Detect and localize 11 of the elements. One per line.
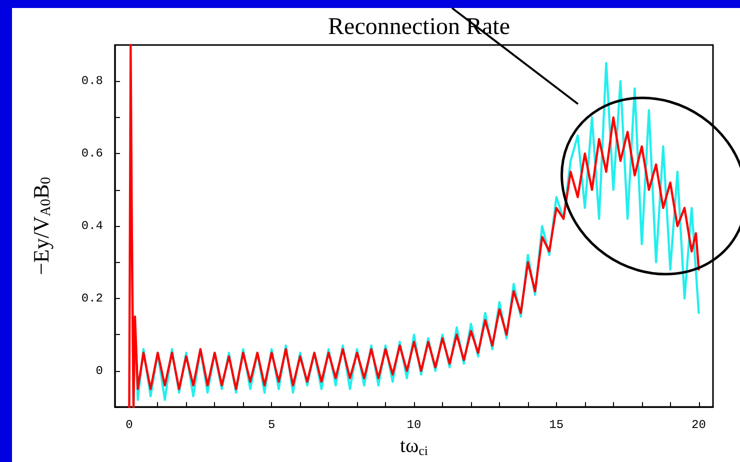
y-tick-label: 0 (96, 364, 103, 378)
y-tick-label: 0.6 (81, 146, 103, 161)
x-tick-label: 15 (549, 418, 564, 432)
x-tick-label: 10 (406, 418, 422, 432)
y-tick-label: 0.2 (81, 291, 103, 306)
x-tick-label: 5 (268, 418, 276, 432)
x-tick-label: 0 (126, 418, 133, 432)
y-tick-label: 0.4 (81, 219, 103, 234)
y-axis-title: −Ey/VA0B0 (28, 176, 54, 276)
x-tick-label: 20 (692, 418, 706, 432)
y-tick-label: 0.8 (81, 74, 103, 88)
